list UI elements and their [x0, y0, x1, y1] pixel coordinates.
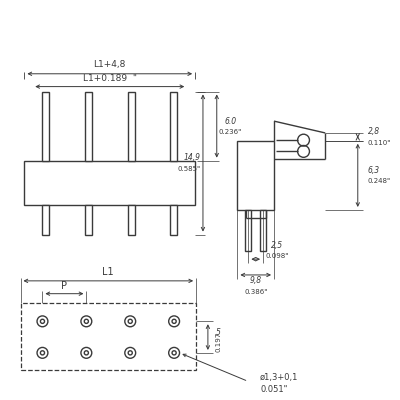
Bar: [170, 92, 177, 160]
Bar: [260, 210, 266, 251]
Bar: [42, 92, 49, 160]
Text: 0.110": 0.110": [368, 140, 391, 146]
Text: 14,9: 14,9: [184, 153, 201, 162]
Text: 0.248": 0.248": [368, 178, 391, 184]
Text: 0.236": 0.236": [219, 129, 242, 135]
Bar: [85, 205, 92, 234]
Bar: [246, 210, 251, 251]
Bar: [128, 205, 134, 234]
Text: 9,8: 9,8: [250, 276, 262, 285]
Bar: [170, 205, 177, 234]
Text: 0.197: 0.197: [216, 332, 222, 352]
Text: L1+4,8: L1+4,8: [94, 60, 126, 70]
Bar: [24, 160, 195, 205]
Text: L1: L1: [102, 267, 114, 277]
Bar: [42, 205, 49, 234]
Text: L1+0.189  ": L1+0.189 ": [83, 74, 137, 83]
Text: 2,5: 2,5: [271, 241, 284, 250]
Bar: [238, 141, 274, 210]
Text: 0.098": 0.098": [266, 253, 289, 259]
Bar: [128, 92, 134, 160]
Text: 0.386": 0.386": [244, 289, 268, 295]
Text: 0.051": 0.051": [260, 385, 288, 394]
Text: 6.0: 6.0: [224, 117, 237, 126]
Bar: [20, 302, 196, 370]
Bar: [85, 92, 92, 160]
Text: 6,3: 6,3: [368, 166, 380, 175]
Text: P: P: [62, 281, 68, 291]
Text: 2,8: 2,8: [368, 128, 380, 136]
Text: ø1,3+0,1: ø1,3+0,1: [260, 373, 298, 382]
Text: 5: 5: [216, 328, 221, 337]
Text: 0.585": 0.585": [178, 166, 201, 172]
